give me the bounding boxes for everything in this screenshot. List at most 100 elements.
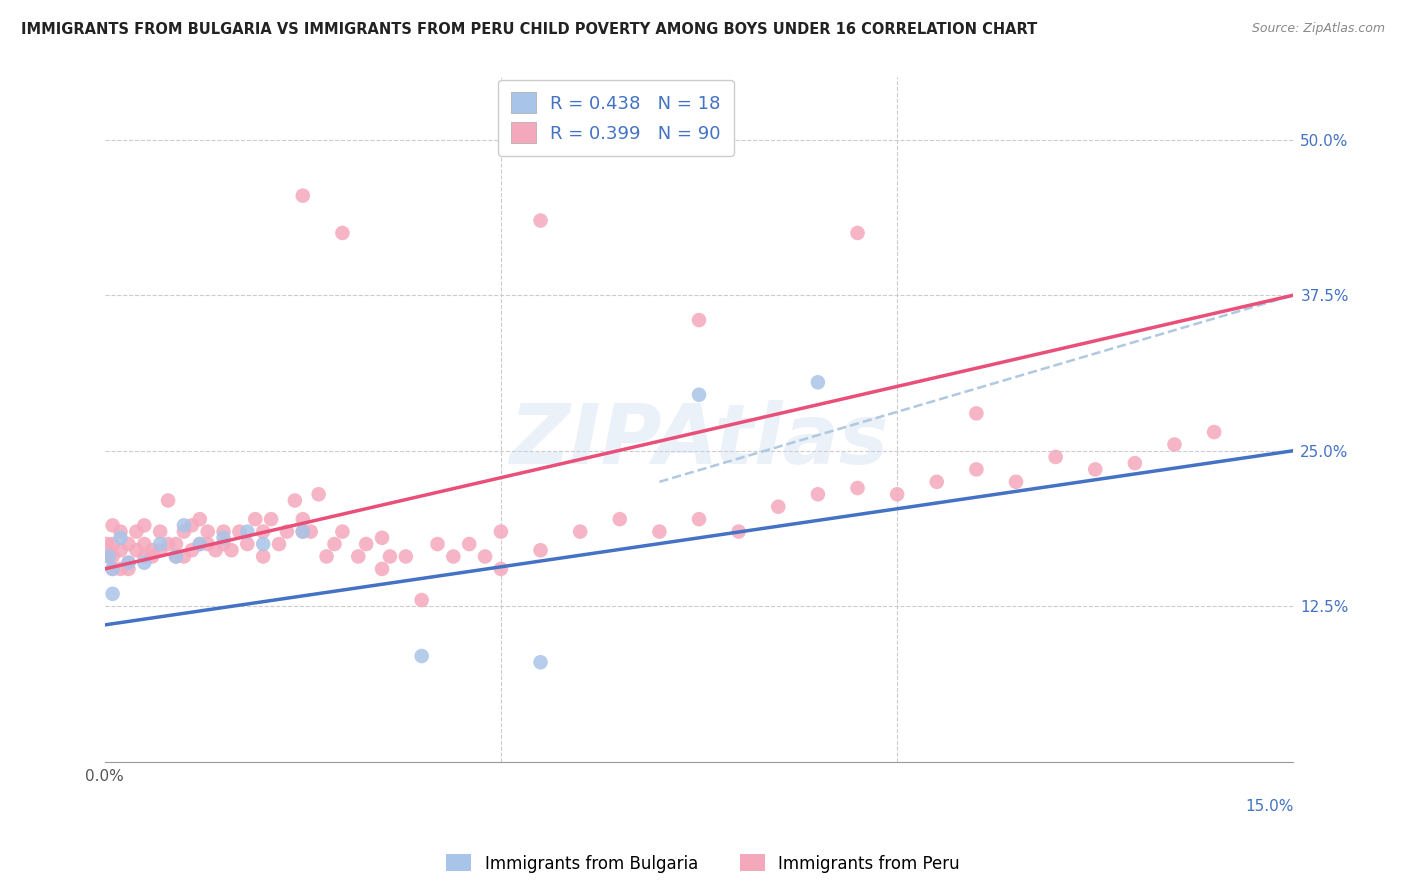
Point: [688, 388, 710, 402]
Point: [1084, 462, 1107, 476]
Point: [101, 537, 124, 551]
Point: [252, 549, 274, 564]
Point: [197, 524, 219, 539]
Point: [180, 543, 202, 558]
Point: [291, 512, 314, 526]
Point: [529, 655, 551, 669]
Point: [173, 524, 195, 539]
Point: [489, 562, 512, 576]
Text: IMMIGRANTS FROM BULGARIA VS IMMIGRANTS FROM PERU CHILD POVERTY AMONG BOYS UNDER : IMMIGRANTS FROM BULGARIA VS IMMIGRANTS F…: [21, 22, 1038, 37]
Point: [141, 543, 163, 558]
Point: [291, 188, 314, 202]
Point: [727, 524, 749, 539]
Point: [807, 487, 830, 501]
Point: [110, 543, 132, 558]
Point: [489, 524, 512, 539]
Point: [149, 524, 172, 539]
Point: [426, 537, 449, 551]
Point: [347, 549, 370, 564]
Point: [354, 537, 377, 551]
Point: [180, 518, 202, 533]
Point: [149, 537, 172, 551]
Point: [141, 549, 163, 564]
Point: [458, 537, 481, 551]
Point: [117, 556, 139, 570]
Point: [768, 500, 790, 514]
Point: [212, 531, 235, 545]
Point: [188, 537, 211, 551]
Point: [117, 537, 139, 551]
Point: [157, 493, 180, 508]
Point: [529, 543, 551, 558]
Point: [245, 512, 267, 526]
Point: [101, 587, 124, 601]
Point: [378, 549, 401, 564]
Legend: R = 0.438   N = 18, R = 0.399   N = 90: R = 0.438 N = 18, R = 0.399 N = 90: [498, 79, 734, 155]
Point: [252, 537, 274, 551]
Point: [101, 562, 124, 576]
Point: [101, 562, 124, 576]
Point: [97, 549, 120, 564]
Point: [529, 213, 551, 227]
Point: [474, 549, 496, 564]
Point: [252, 524, 274, 539]
Point: [648, 524, 671, 539]
Point: [925, 475, 948, 489]
Point: [332, 524, 354, 539]
Point: [569, 524, 592, 539]
Point: [117, 556, 139, 570]
Point: [157, 537, 180, 551]
Point: [260, 512, 283, 526]
Point: [371, 562, 394, 576]
Point: [291, 524, 314, 539]
Point: [1204, 425, 1226, 439]
Point: [110, 531, 132, 545]
Point: [267, 537, 290, 551]
Point: [371, 531, 394, 545]
Point: [846, 226, 869, 240]
Point: [188, 537, 211, 551]
Point: [204, 543, 226, 558]
Point: [846, 481, 869, 495]
Point: [1045, 450, 1067, 464]
Point: [134, 549, 156, 564]
Point: [332, 226, 354, 240]
Point: [125, 543, 148, 558]
Point: [236, 537, 259, 551]
Point: [110, 562, 132, 576]
Point: [110, 524, 132, 539]
Point: [96, 537, 118, 551]
Point: [165, 549, 187, 564]
Point: [188, 512, 211, 526]
Point: [276, 524, 298, 539]
Point: [173, 549, 195, 564]
Text: 15.0%: 15.0%: [1244, 799, 1294, 814]
Point: [97, 549, 120, 564]
Point: [1123, 456, 1146, 470]
Point: [395, 549, 418, 564]
Text: Source: ZipAtlas.com: Source: ZipAtlas.com: [1251, 22, 1385, 36]
Point: [291, 524, 314, 539]
Point: [134, 537, 156, 551]
Point: [299, 524, 322, 539]
Point: [212, 524, 235, 539]
Point: [149, 543, 172, 558]
Legend: Immigrants from Bulgaria, Immigrants from Peru: Immigrants from Bulgaria, Immigrants fro…: [440, 847, 966, 880]
Point: [284, 493, 307, 508]
Point: [117, 562, 139, 576]
Point: [134, 518, 156, 533]
Point: [308, 487, 330, 501]
Point: [197, 537, 219, 551]
Point: [134, 556, 156, 570]
Point: [165, 549, 187, 564]
Point: [1163, 437, 1185, 451]
Point: [965, 406, 987, 420]
Point: [125, 524, 148, 539]
Point: [411, 648, 433, 663]
Point: [228, 524, 250, 539]
Point: [688, 512, 710, 526]
Point: [101, 549, 124, 564]
Point: [212, 537, 235, 551]
Point: [165, 537, 187, 551]
Point: [807, 376, 830, 390]
